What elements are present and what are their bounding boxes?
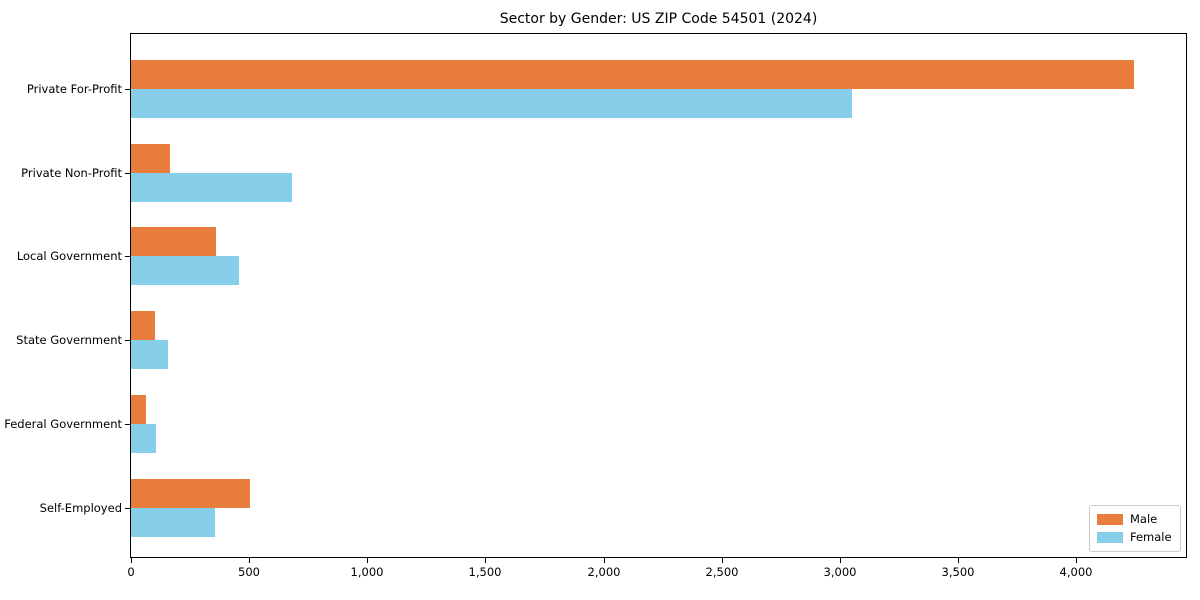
x-tick-label: 1,500 [468,565,502,579]
bar-female-federal-government [131,424,156,454]
legend-item-male: Male [1097,513,1180,526]
x-tick-mark [958,558,959,563]
y-tick-label: Local Government [16,249,122,263]
x-tick-label: 1,000 [350,565,384,579]
x-tick-mark [249,558,250,563]
bar-male-state-government [131,311,155,341]
legend-swatch-female [1097,532,1123,543]
x-tick-label: 3,500 [941,565,975,579]
bar-female-local-government [131,256,239,286]
x-tick-label: 2,000 [587,565,621,579]
x-tick-mark [722,558,723,563]
bar-female-private-for-profit [131,88,852,118]
y-tick-label: State Government [16,333,122,347]
x-tick-mark [131,558,132,563]
y-tick-mark [125,424,130,425]
bar-male-self-employed [131,479,250,509]
chart-title: Sector by Gender: US ZIP Code 54501 (202… [499,11,818,27]
x-tick-label: 2,500 [705,565,739,579]
y-tick-mark [125,340,130,341]
y-tick-mark [125,89,130,90]
bar-male-local-government [131,227,216,257]
y-tick-label: Self-Employed [39,501,122,515]
legend-label: Female [1130,530,1172,544]
x-tick-label: 0 [127,565,135,579]
x-tick-mark [367,558,368,563]
bar-male-federal-government [131,395,146,425]
x-tick-mark [840,558,841,563]
bar-male-private-for-profit [131,59,1134,89]
y-tick-mark [125,256,130,257]
x-tick-label: 500 [238,565,260,579]
x-tick-label: 4,000 [1059,565,1093,579]
y-tick-mark [125,173,130,174]
plot-area [130,33,1187,558]
y-tick-label: Federal Government [4,417,122,431]
bar-female-state-government [131,340,168,370]
y-tick-mark [125,508,130,509]
legend: Male Female [1089,505,1181,552]
x-tick-mark [485,558,486,563]
x-tick-mark [604,558,605,563]
legend-swatch-male [1097,514,1123,525]
bar-female-private-non-profit [131,172,292,202]
legend-label: Male [1130,512,1158,526]
legend-item-female: Female [1097,531,1180,544]
bar-female-self-employed [131,508,215,538]
y-tick-label: Private For-Profit [26,82,122,96]
x-tick-label: 3,000 [823,565,857,579]
y-tick-label: Private Non-Profit [21,166,122,180]
x-tick-mark [1076,558,1077,563]
bar-male-private-non-profit [131,143,170,173]
